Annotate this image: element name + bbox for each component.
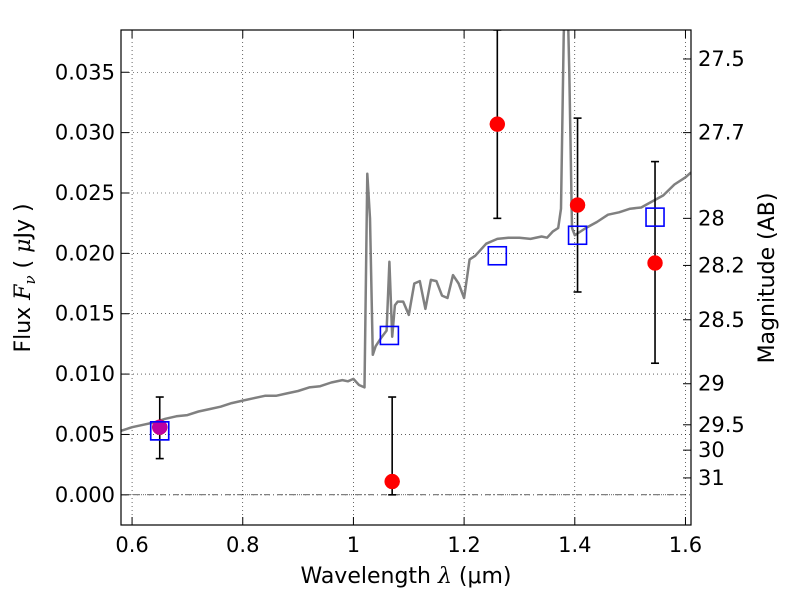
y-tick-label: 0.010	[55, 362, 115, 386]
grid-lines	[121, 30, 691, 525]
plot-frame	[120, 29, 692, 526]
square-marker-overlap	[149, 421, 170, 441]
y-tick-label: 0.015	[55, 302, 115, 326]
y-axis-right: 27.5 27.7 28 28.2 28.5 29 29.530 31	[683, 47, 745, 490]
y-tick-label: 0.020	[55, 241, 115, 265]
y-tick-label: 0.030	[55, 121, 115, 145]
y-right-tick-label: 29.5	[698, 413, 745, 437]
plot-background	[121, 30, 691, 525]
circle-marker	[647, 255, 663, 271]
y-right-tick-label: 30	[698, 438, 725, 462]
y-tick-label: 0.005	[55, 422, 115, 446]
x-tick-label: 1.2	[447, 533, 480, 557]
y-axis-title-left: Flux Fν ( μJy )	[11, 203, 39, 352]
circle-marker	[489, 116, 506, 132]
x-tick-label: 1.6	[669, 533, 702, 557]
y-right-tick-label: 27.5	[698, 47, 745, 71]
circle-marker	[569, 197, 586, 213]
x-axis-title: Wavelength λ (μm)	[300, 564, 511, 589]
y-right-tick-label: 29	[698, 372, 725, 396]
y-right-tick-label: 28.5	[698, 308, 745, 332]
x-axis: 0.6 0.8 1 1.2 1.4 1.6	[115, 30, 702, 557]
square-marker	[567, 225, 588, 246]
x-tick-label: 0.8	[226, 533, 259, 557]
y-tick-label: 0.025	[55, 181, 115, 205]
y-tick-label: 0.000	[55, 483, 115, 507]
spectrum-line	[121, 30, 691, 432]
square-marker	[487, 245, 508, 266]
y-right-tick-label: 28.2	[698, 253, 745, 277]
y-tick-label: 0.035	[55, 60, 115, 84]
y-axis-left: 0.000 0.005 0.010 0.015 0.020 0.025 0.030 0.035	[55, 60, 129, 507]
y-right-tick-label: 31	[698, 466, 725, 490]
x-tick-label: 1	[347, 533, 360, 557]
y-axis-title-right: Magnitude (AB)	[755, 193, 780, 364]
y-right-tick-label: 27.7	[698, 121, 745, 145]
y-right-tick-label: 28	[698, 206, 725, 230]
circle-marker	[384, 473, 400, 490]
plot-area	[121, 30, 691, 496]
square-marker	[379, 325, 400, 346]
x-tick-label: 0.6	[115, 533, 148, 557]
x-tick-label: 1.4	[558, 533, 591, 557]
overlap-marker	[152, 419, 168, 435]
square-marker	[645, 207, 665, 227]
